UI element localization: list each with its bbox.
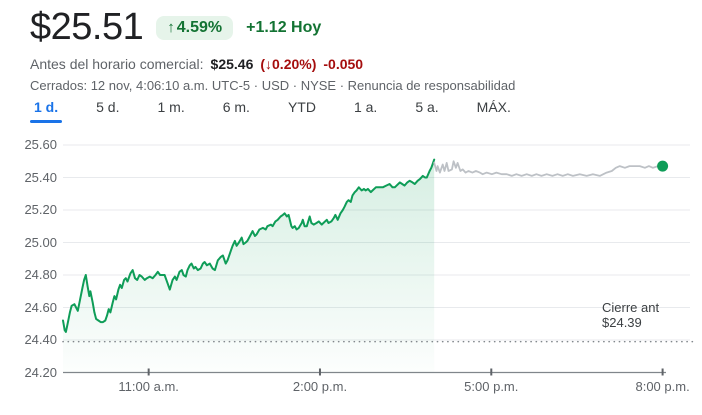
change-percent-badge: ↑ 4.59% xyxy=(156,15,234,40)
premarket-label: Antes del horario comercial: xyxy=(30,56,204,72)
tab-5a[interactable]: 5 a. xyxy=(413,99,440,123)
x-axis-label: 5:00 p.m. xyxy=(464,379,519,394)
tab-1m[interactable]: 1 m. xyxy=(155,99,186,123)
tab-ytd[interactable]: YTD xyxy=(286,99,318,123)
after-hours-line xyxy=(433,160,664,177)
change-percent: 4.59% xyxy=(176,18,223,36)
disclaimer-link[interactable]: Renuncia de responsabilidad xyxy=(347,78,516,93)
x-axis-label: 11:00 a.m. xyxy=(118,379,179,394)
tab-5d[interactable]: 5 d. xyxy=(94,99,121,123)
tab-6m[interactable]: 6 m. xyxy=(221,99,252,123)
y-axis-label: 24.40 xyxy=(24,332,57,347)
regular-session-line xyxy=(62,158,436,333)
arrow-up-icon: ↑ xyxy=(167,19,175,36)
y-axis-label: 25.20 xyxy=(24,202,57,217)
market-status-row: Cerrados: 12 nov, 4:06:10 a.m. UTC-5 · U… xyxy=(30,78,515,93)
premarket-percent: (↓0.20%) xyxy=(260,56,317,72)
y-axis-label: 24.80 xyxy=(24,267,57,282)
tab-max[interactable]: MÁX. xyxy=(475,99,513,123)
x-axis-label: 2:00 p.m. xyxy=(292,379,348,394)
current-price-dot xyxy=(657,160,669,172)
regular-session-area xyxy=(63,159,435,373)
y-axis-label: 25.40 xyxy=(24,169,57,185)
y-axis-label: 24.60 xyxy=(24,299,57,315)
tab-1d[interactable]: 1 d. xyxy=(29,99,63,123)
market-status-text: Cerrados: 12 nov, 4:06:10 a.m. UTC-5 · U… xyxy=(30,78,348,93)
current-price: $25.51 xyxy=(30,6,144,48)
previous-close-label: Cierre ant $24.39 xyxy=(602,300,659,330)
x-axis-label: 8:00 p.m. xyxy=(635,379,690,394)
previous-close-text: Cierre ant xyxy=(602,299,660,315)
y-axis-label: 25.60 xyxy=(24,137,57,152)
change-today: +1.12 Hoy xyxy=(246,18,322,36)
tab-1a[interactable]: 1 a. xyxy=(352,99,379,123)
premarket-row: Antes del horario comercial: $25.46 (↓0.… xyxy=(30,56,515,72)
stock-header: $25.51 ↑ 4.59% +1.12 Hoy Antes del horar… xyxy=(30,6,515,93)
premarket-price: $25.46 xyxy=(210,56,254,72)
y-axis-label: 25.00 xyxy=(24,234,57,250)
previous-close-value: $24.39 xyxy=(602,314,642,330)
price-row: $25.51 ↑ 4.59% +1.12 Hoy xyxy=(30,6,515,49)
premarket-delta: -0.050 xyxy=(323,56,364,72)
range-tabs: 1 d. 5 d. 1 m. 6 m. YTD 1 a. 5 a. MÁX. xyxy=(29,99,513,123)
y-axis-label: 24.20 xyxy=(24,364,57,380)
